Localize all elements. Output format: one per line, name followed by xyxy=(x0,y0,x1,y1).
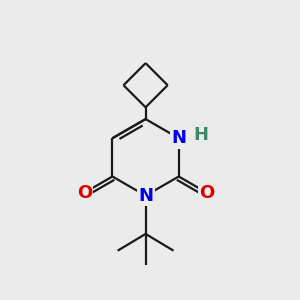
Text: N: N xyxy=(138,187,153,205)
Text: H: H xyxy=(193,126,208,144)
Text: N: N xyxy=(171,129,186,147)
Text: O: O xyxy=(199,184,214,202)
Text: O: O xyxy=(77,184,92,202)
